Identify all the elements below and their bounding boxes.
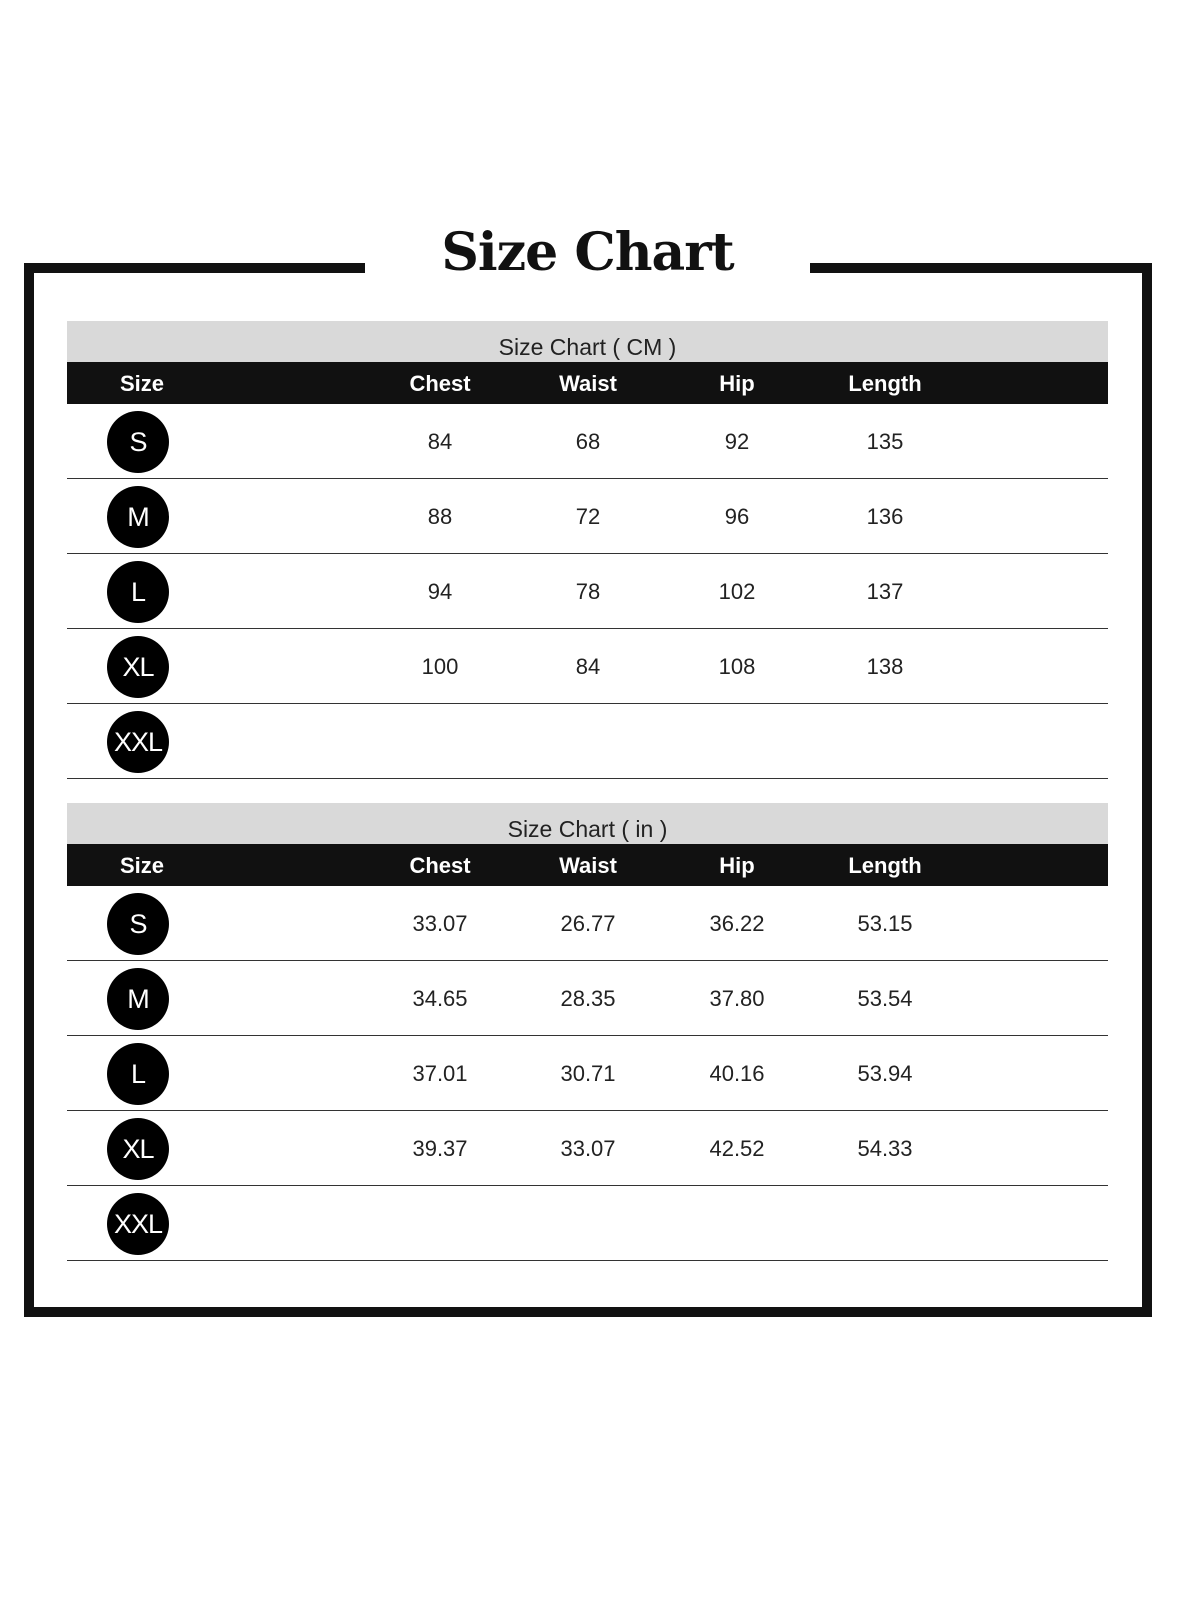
table-row: L 37.01 30.71 40.16 53.94: [67, 1036, 1108, 1111]
size-badge: M: [107, 486, 169, 548]
table-cell: 54.33: [857, 1136, 913, 1161]
table-row: S 33.07 26.77 36.22 53.15: [67, 886, 1108, 961]
table-cell: 138: [866, 654, 904, 679]
table-caption: Size Chart ( CM ): [67, 321, 1108, 362]
table-cell: 72: [575, 504, 601, 529]
table-cell: 108: [718, 654, 756, 679]
table-cell: 42.52: [709, 1136, 765, 1161]
page-title: Size Chart: [441, 222, 734, 283]
column-header: Waist: [559, 371, 617, 396]
table-row: S 84 68 92 135: [67, 404, 1108, 479]
size-badge: XL: [107, 636, 169, 698]
column-header: Waist: [559, 853, 617, 878]
table-cell: 84: [575, 654, 601, 679]
table-row: XL 100 84 108 138: [67, 629, 1108, 704]
table-cell: 33.07: [560, 1136, 616, 1161]
table-cell: 37.80: [709, 986, 765, 1011]
size-badge: XL: [107, 1118, 169, 1180]
table-cell: 53.54: [857, 986, 913, 1011]
size-badge: S: [107, 411, 169, 473]
table-cell: 100: [421, 654, 459, 679]
table-row: M 88 72 96 136: [67, 479, 1108, 554]
size-badge: XXL: [107, 1193, 169, 1255]
column-header: Length: [848, 371, 922, 396]
table-cell: 53.94: [857, 1061, 913, 1086]
table-cell: 37.01: [412, 1061, 468, 1086]
table-caption: Size Chart ( in ): [67, 803, 1108, 844]
table-cell: 78: [575, 579, 601, 604]
table-row: XL 39.37 33.07 42.52 54.33: [67, 1111, 1108, 1186]
size-table-in: Size Chart ( in ) Size Chest Waist Hip Length…: [67, 803, 1108, 1261]
table-cell: 88: [427, 504, 453, 529]
table-header: Size Chest Waist Hip Length: [67, 362, 1108, 404]
table-cell: 94: [427, 579, 453, 604]
size-badge: L: [107, 1043, 169, 1105]
table-cell: 96: [724, 504, 750, 529]
title-gap: [365, 255, 810, 275]
table-cell: 92: [724, 429, 750, 454]
size-badge: L: [107, 561, 169, 623]
table-cell: 136: [866, 504, 904, 529]
table-cell: 36.22: [709, 911, 765, 936]
table-cell: 26.77: [560, 911, 616, 936]
table-cell: 39.37: [412, 1136, 468, 1161]
table-cell: 30.71: [560, 1061, 616, 1086]
size-badge: XXL: [107, 711, 169, 773]
table-cell: 135: [866, 429, 904, 454]
table-row: M 34.65 28.35 37.80 53.54: [67, 961, 1108, 1036]
table-cell: 137: [866, 579, 904, 604]
table-cell: 34.65: [412, 986, 468, 1011]
column-header: Size: [119, 853, 165, 878]
table-cell: 28.35: [560, 986, 616, 1011]
column-header: Chest: [409, 371, 471, 396]
table-cell: 102: [718, 579, 756, 604]
table-row: XXL: [67, 1186, 1108, 1261]
size-table-cm: Size Chart ( CM ) Size Chest Waist Hip Length…: [67, 321, 1108, 779]
size-badge: S: [107, 893, 169, 955]
column-header: Chest: [409, 853, 471, 878]
table-row: L 94 78 102 137: [67, 554, 1108, 629]
table-header: Size Chest Waist Hip Length: [67, 844, 1108, 886]
column-header: Size: [119, 371, 165, 396]
table-cell: 68: [575, 429, 601, 454]
table-cell: 84: [427, 429, 453, 454]
table-row: XXL: [67, 704, 1108, 779]
column-header: Hip: [719, 853, 755, 878]
table-cell: 53.15: [857, 911, 913, 936]
column-header: Hip: [719, 371, 755, 396]
size-badge: M: [107, 968, 169, 1030]
table-cell: 40.16: [709, 1061, 765, 1086]
column-header: Length: [848, 853, 922, 878]
table-cell: 33.07: [412, 911, 468, 936]
